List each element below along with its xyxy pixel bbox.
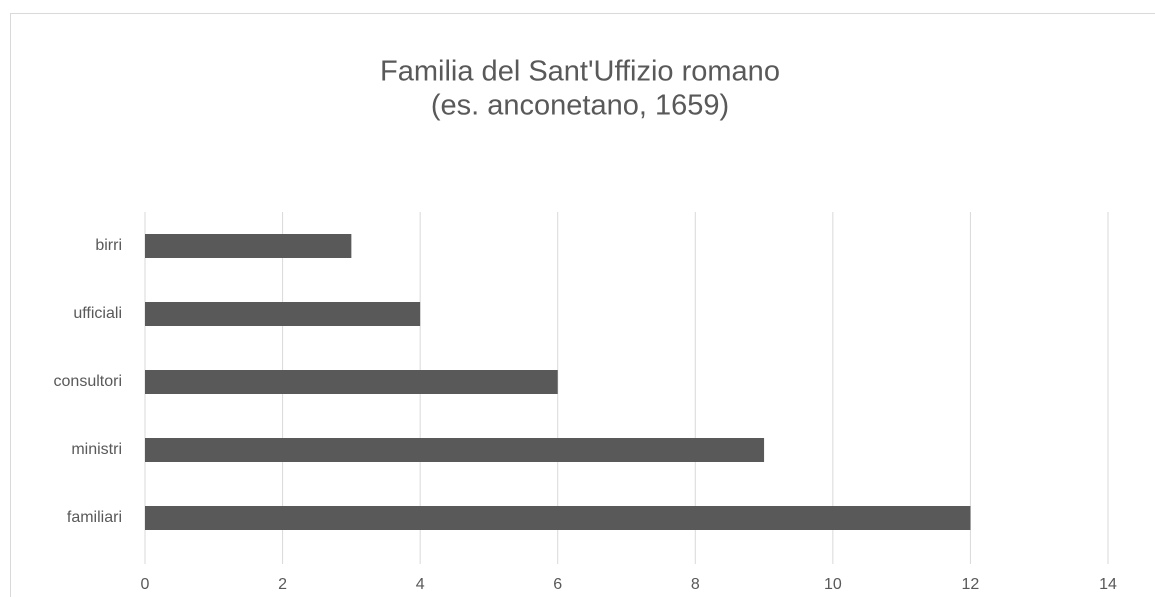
chart-subtitle: (es. anconetano, 1659) bbox=[431, 90, 729, 122]
bar bbox=[145, 234, 352, 258]
x-tick-label: 14 bbox=[1099, 576, 1117, 593]
bar bbox=[145, 302, 421, 326]
chart-title: Familia del Sant'Uffizio romano bbox=[380, 56, 780, 88]
x-tick-label: 8 bbox=[691, 576, 700, 593]
x-tick-label: 6 bbox=[553, 576, 562, 593]
x-tick-label: 10 bbox=[824, 576, 842, 593]
y-tick-label: ufficiali bbox=[73, 305, 122, 322]
y-tick-label: consultori bbox=[54, 373, 122, 390]
y-tick-label: birri bbox=[95, 237, 122, 254]
x-tick-label: 4 bbox=[416, 576, 425, 593]
bar bbox=[145, 438, 765, 462]
bar bbox=[145, 506, 971, 530]
x-tick-label: 2 bbox=[278, 576, 287, 593]
x-tick-label: 0 bbox=[141, 576, 150, 593]
y-tick-label: ministri bbox=[71, 441, 122, 458]
x-tick-label: 12 bbox=[962, 576, 980, 593]
y-tick-label: familiari bbox=[67, 509, 122, 526]
bar bbox=[145, 370, 558, 394]
